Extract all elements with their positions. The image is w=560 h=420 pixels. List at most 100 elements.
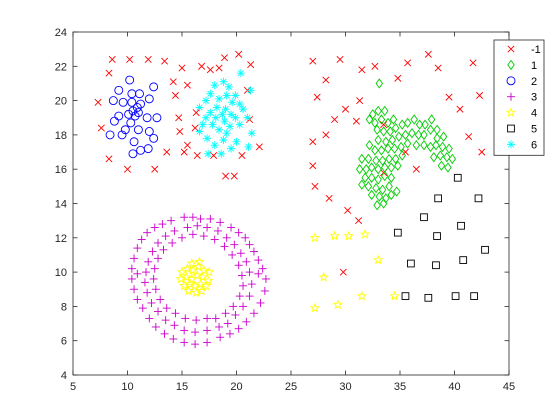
data-point — [215, 64, 223, 72]
data-point — [143, 288, 152, 297]
data-point — [144, 127, 154, 136]
data-point — [332, 299, 344, 310]
data-point — [129, 137, 139, 147]
data-point — [341, 105, 350, 113]
data-point — [181, 314, 190, 323]
data-point — [176, 127, 184, 135]
series-4 — [127, 213, 270, 349]
data-point — [247, 61, 255, 69]
data-point — [237, 271, 246, 280]
data-point — [231, 310, 240, 319]
data-point — [156, 295, 165, 304]
data-point — [355, 164, 364, 175]
legend-item: 2 — [506, 76, 537, 88]
data-point — [144, 55, 152, 63]
data-point — [364, 153, 373, 165]
data-point — [234, 324, 243, 333]
y-tick-label: 18 — [55, 130, 67, 142]
data-point — [123, 165, 132, 173]
x-tick-label: 20 — [230, 381, 242, 393]
data-point — [385, 153, 393, 165]
data-point — [180, 213, 189, 222]
data-point — [161, 57, 169, 65]
data-point — [188, 213, 197, 222]
data-point — [220, 54, 229, 62]
data-point — [203, 314, 212, 323]
data-point — [196, 214, 205, 223]
legend-item: 6 — [507, 139, 537, 151]
data-point — [154, 307, 163, 316]
data-point — [476, 91, 484, 99]
data-point — [183, 223, 192, 232]
data-point — [260, 286, 269, 295]
data-point — [245, 240, 254, 249]
data-point — [430, 152, 438, 163]
data-point — [242, 317, 251, 326]
data-point — [242, 257, 251, 266]
data-point — [382, 136, 390, 147]
data-point — [378, 155, 387, 166]
data-point — [178, 233, 186, 242]
data-point — [254, 269, 263, 278]
data-point — [135, 89, 144, 99]
data-point — [201, 96, 210, 105]
data-point — [219, 77, 228, 86]
data-point — [378, 184, 387, 195]
data-point — [374, 105, 382, 117]
data-point — [436, 150, 445, 161]
y-tick-label: 4 — [61, 370, 67, 382]
data-point — [138, 304, 147, 313]
data-point — [140, 278, 149, 287]
data-point — [311, 182, 319, 190]
data-point — [222, 233, 231, 242]
legend-marker — [507, 45, 515, 53]
data-point — [169, 78, 177, 86]
data-point — [367, 172, 376, 183]
data-point — [151, 165, 159, 173]
data-point — [374, 134, 382, 146]
data-point — [142, 113, 152, 123]
data-point — [126, 118, 136, 128]
data-point — [412, 140, 421, 151]
data-point — [424, 50, 432, 58]
data-point — [163, 148, 171, 156]
data-point — [162, 304, 171, 313]
data-point — [451, 292, 460, 300]
data-point — [249, 247, 258, 256]
data-point — [211, 314, 220, 323]
legend-marker — [507, 140, 515, 149]
data-point — [387, 189, 396, 201]
data-point — [255, 143, 263, 151]
data-point — [133, 295, 142, 304]
data-point — [239, 281, 248, 290]
data-point — [343, 230, 354, 241]
legend-item: 3 — [507, 92, 537, 104]
data-point — [380, 170, 389, 182]
data-point — [180, 148, 188, 156]
legend-marker — [506, 76, 516, 86]
data-point — [380, 105, 389, 117]
data-point — [456, 105, 464, 113]
data-point — [247, 280, 256, 289]
data-point — [144, 257, 153, 266]
x-tick-label: 40 — [448, 381, 460, 393]
data-point — [231, 113, 240, 122]
data-point — [203, 326, 212, 335]
legend-marker — [505, 107, 517, 118]
data-point — [453, 173, 462, 182]
data-point — [105, 155, 113, 163]
data-point — [234, 228, 243, 237]
data-point — [182, 263, 193, 274]
data-point — [387, 172, 396, 183]
legend-label: -1 — [531, 44, 541, 56]
data-point — [313, 93, 321, 101]
data-point — [158, 220, 167, 229]
data-point — [170, 321, 179, 330]
y-tick-label: 20 — [55, 96, 67, 108]
data-point — [368, 109, 377, 120]
data-point — [168, 238, 177, 247]
data-point — [234, 261, 243, 270]
data-point — [132, 103, 142, 112]
data-point — [365, 114, 374, 125]
